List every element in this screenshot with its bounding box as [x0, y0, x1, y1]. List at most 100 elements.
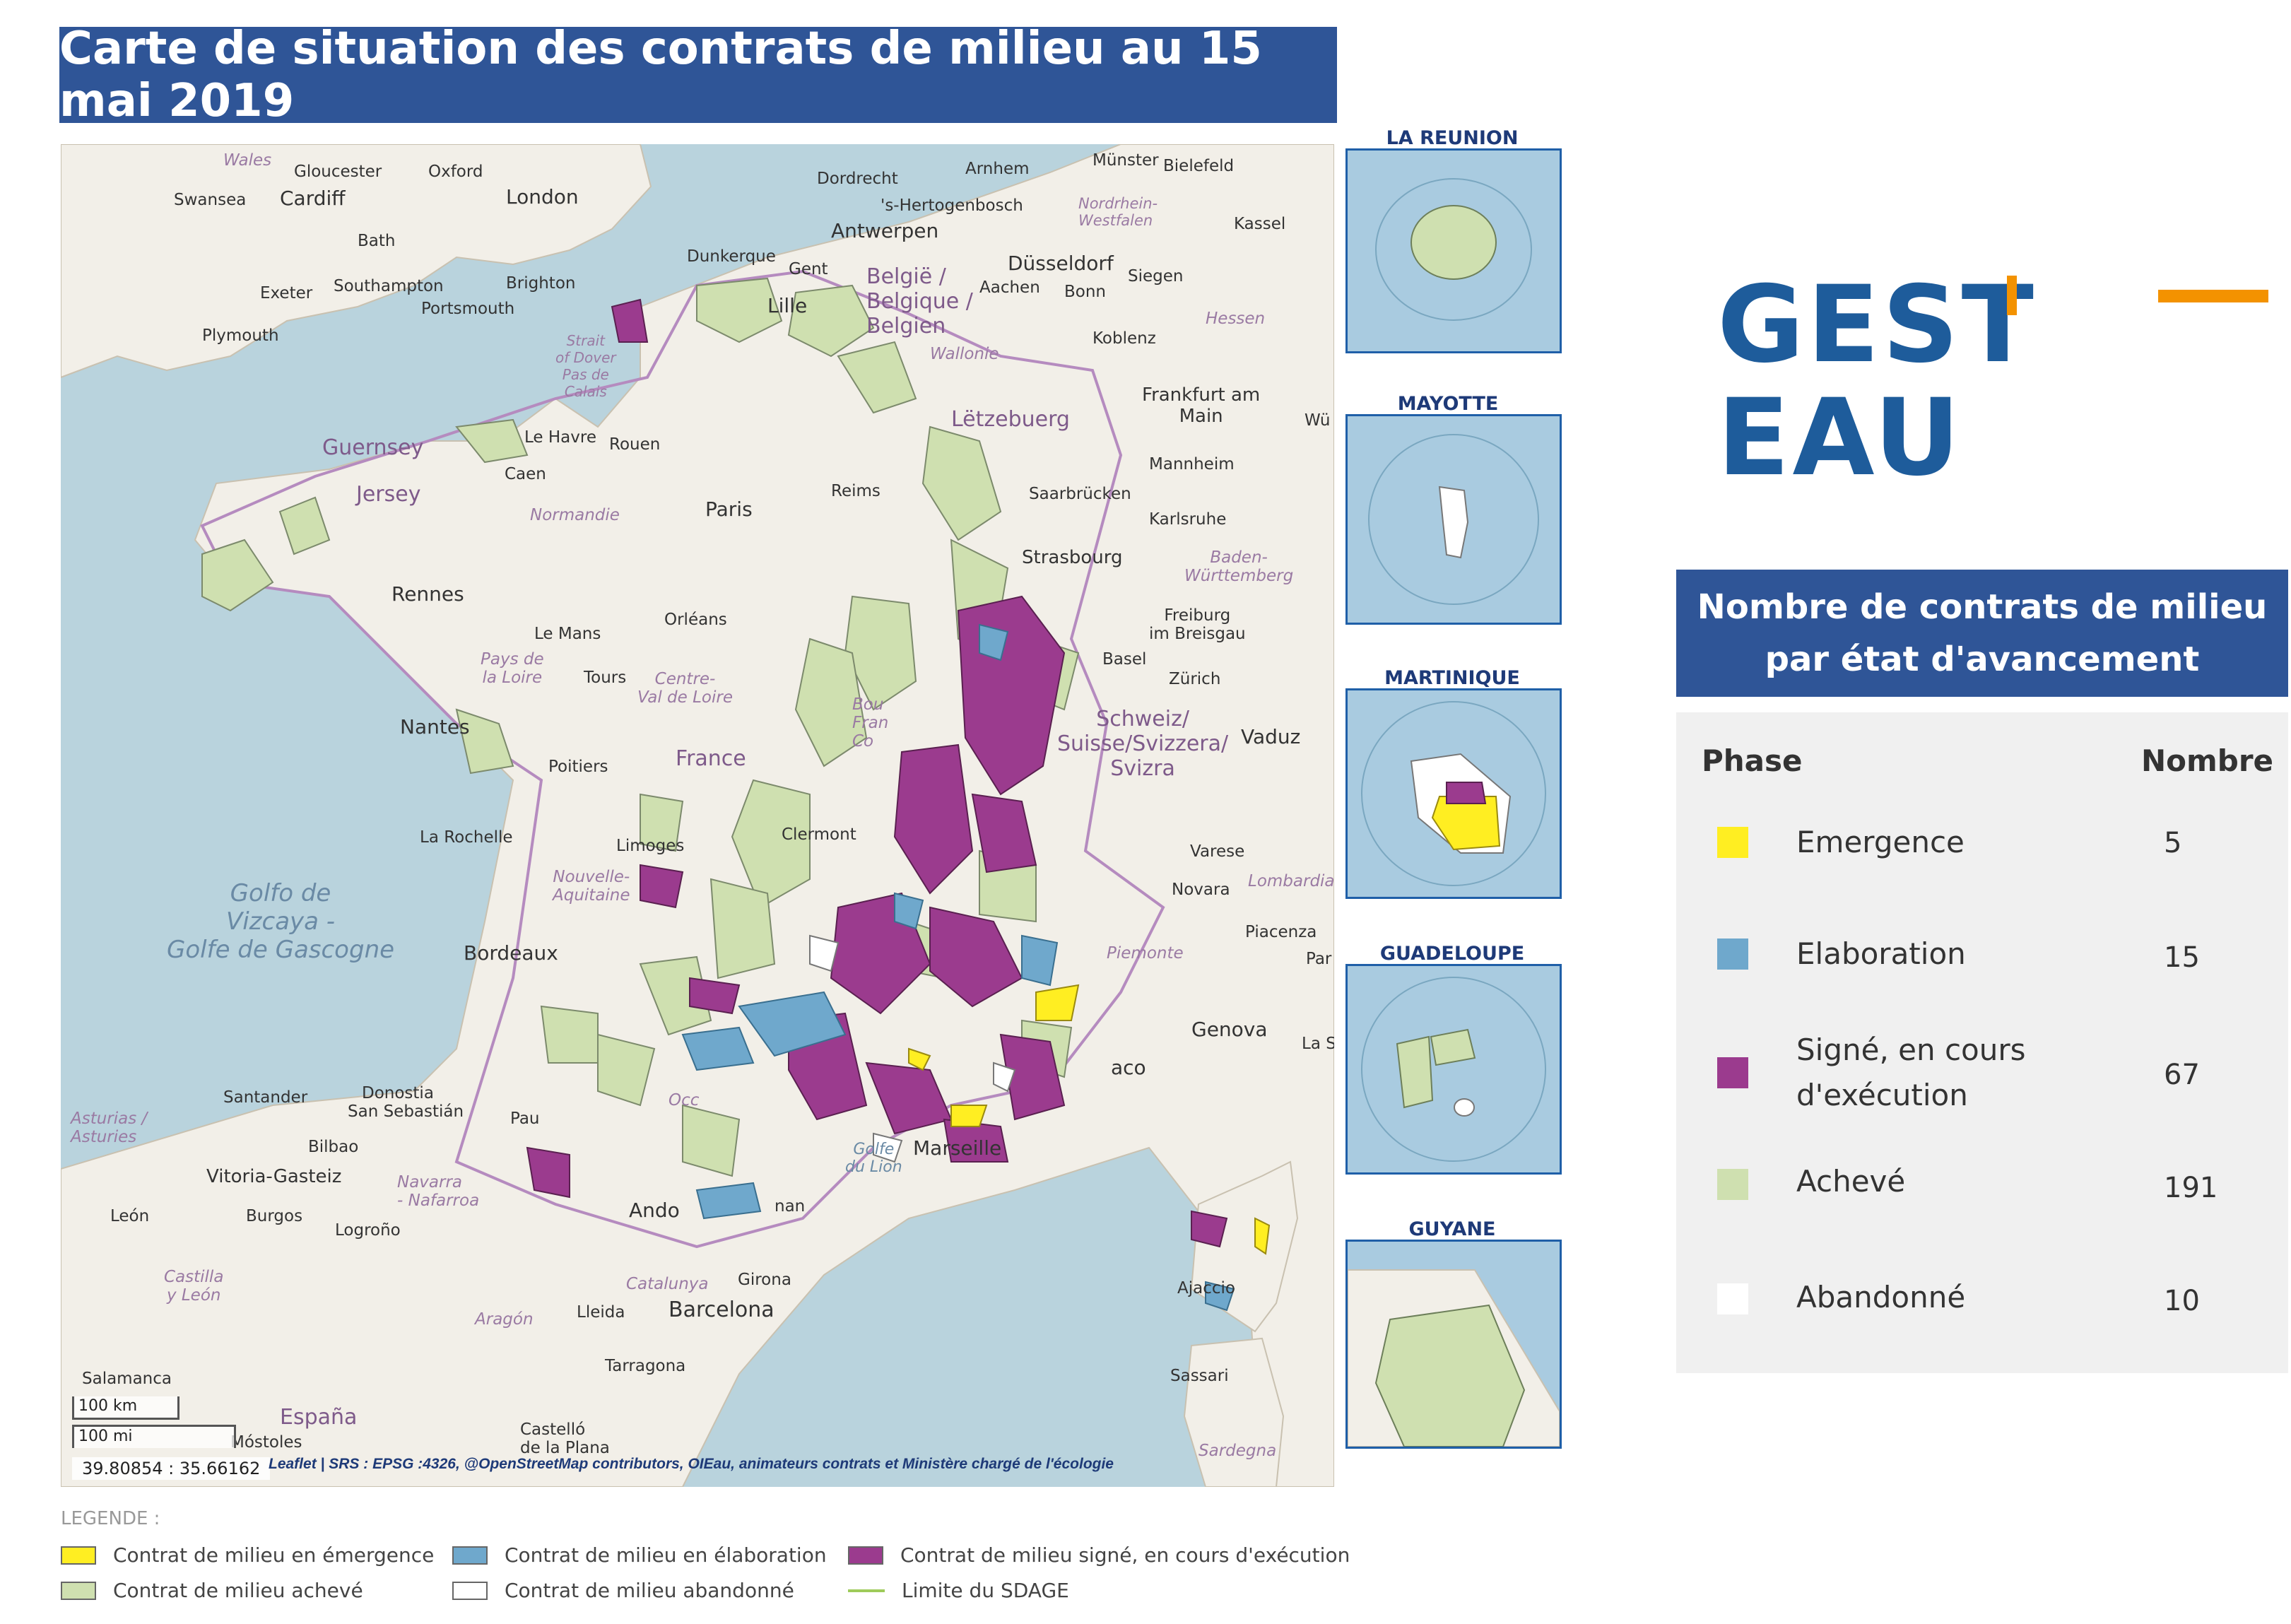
- page-title: Carte de situation des contrats de milie…: [59, 23, 1262, 127]
- place-aragon: Aragón: [475, 1310, 534, 1329]
- basins-acheve: [201, 277, 1080, 1177]
- place-girona: Girona: [738, 1271, 791, 1289]
- phase-label: Abandonné: [1796, 1280, 1966, 1314]
- place-espana: España: [280, 1405, 358, 1430]
- place-gloucester: Gloucester: [294, 163, 382, 181]
- phase-label: Signé, en cours: [1796, 1032, 2026, 1067]
- island-reunion: [1375, 178, 1532, 321]
- place-vitoria: Vitoria-Gasteiz: [206, 1166, 342, 1187]
- place-barcelona: Barcelona: [669, 1298, 775, 1322]
- place-plymouth: Plymouth: [202, 326, 279, 345]
- island-mayotte: [1368, 434, 1539, 605]
- phase-label: Emergence: [1796, 825, 1965, 859]
- legend-label: Limite du SDAGE: [902, 1579, 1069, 1602]
- place-sansebastian: San Sebastián: [348, 1102, 464, 1121]
- map-base: [61, 144, 1334, 1487]
- place-rouen: Rouen: [609, 435, 661, 454]
- legend-label: Contrat de milieu achevé: [113, 1579, 363, 1602]
- inset-title-martinique: MARTINIQUE: [1384, 667, 1520, 689]
- title-banner: Carte de situation des contrats de milie…: [59, 23, 1337, 127]
- place-oxford: Oxford: [428, 163, 483, 181]
- place-wallonie: Wallonie: [930, 345, 999, 363]
- place-asturias: Asturias / Asturies: [71, 1110, 148, 1146]
- legend-label: Contrat de milieu en élaboration: [505, 1543, 827, 1567]
- place-aachen: Aachen: [979, 278, 1040, 297]
- place-burgos: Burgos: [246, 1207, 303, 1225]
- place-rennes: Rennes: [391, 582, 464, 606]
- scale-mi: 100 mi: [72, 1425, 236, 1448]
- basins-elaboration: [681, 623, 1235, 1312]
- place-reims: Reims: [831, 482, 881, 500]
- place-bath: Bath: [358, 232, 396, 250]
- legend-item-abandonne: Contrat de milieu abandonné: [452, 1579, 794, 1602]
- place-strasbourg: Strasbourg: [1022, 547, 1123, 568]
- place-dordrecht: Dordrecht: [817, 170, 898, 188]
- place-zurich: Zürich: [1169, 670, 1221, 688]
- col-header-count: Nombre: [2141, 743, 2274, 778]
- place-siegen: Siegen: [1128, 267, 1184, 286]
- logo-accent-tick: [2007, 276, 2017, 315]
- main-map[interactable]: Wales Gloucester Oxford Swansea Cardiff …: [61, 144, 1334, 1487]
- place-letzebuerg: Lëtzebuerg: [951, 407, 1070, 432]
- coord-readout: 39.80854 : 35.66162: [72, 1457, 271, 1480]
- place-andorra: Ando: [629, 1199, 680, 1222]
- phase-count: 15: [2164, 941, 2200, 974]
- legend-swatch: [452, 1581, 488, 1600]
- phase-count: 67: [2164, 1059, 2200, 1091]
- inset-title-reunion: LA REUNION: [1386, 127, 1519, 149]
- place-sassari: Sassari: [1170, 1367, 1229, 1385]
- place-sardegna: Sardegna: [1198, 1442, 1277, 1460]
- place-navarra: Navarra - Nafarroa: [397, 1173, 480, 1210]
- place-salamanca: Salamanca: [82, 1370, 172, 1388]
- place-cardiff: Cardiff: [280, 187, 346, 210]
- col-header-phase: Phase: [1702, 743, 1803, 778]
- inset-map-guyane[interactable]: [1345, 1240, 1562, 1449]
- inset-map-mayotte[interactable]: [1345, 414, 1562, 625]
- place-castello: Castelló de la Plana: [520, 1420, 610, 1457]
- inset-title-guadeloupe: GUADELOUPE: [1379, 943, 1525, 965]
- place-clermont: Clermont: [782, 825, 856, 844]
- place-basel: Basel: [1102, 650, 1147, 669]
- place-southampton: Southampton: [334, 277, 444, 295]
- place-baden: Baden- Württemberg: [1184, 548, 1294, 585]
- place-occitanie: Occ: [669, 1091, 700, 1110]
- place-piemonte: Piemonte: [1107, 944, 1184, 963]
- place-golfo: Golfo de Vizcaya - Golfe de Gascogne: [167, 879, 395, 964]
- legend-title: LEGENDE :: [61, 1508, 160, 1529]
- place-vaduz: Vaduz: [1241, 725, 1301, 748]
- inset-map-guadeloupe[interactable]: [1345, 964, 1562, 1175]
- place-bielefeld: Bielefeld: [1163, 157, 1235, 175]
- place-laspezia: La S: [1302, 1035, 1334, 1053]
- place-bordeaux: Bordeaux: [464, 941, 558, 965]
- legend-swatch: [61, 1581, 96, 1600]
- place-frankfurt: Frankfurt am Main: [1142, 384, 1261, 427]
- inset-map-martinique[interactable]: [1345, 688, 1562, 899]
- place-genova: Genova: [1191, 1018, 1268, 1041]
- place-parma: Par: [1306, 950, 1332, 968]
- place-tours: Tours: [584, 669, 627, 687]
- place-catalunya: Catalunya: [626, 1275, 709, 1293]
- swatch-abandonne: [1717, 1283, 1748, 1314]
- place-karlsruhe: Karlsruhe: [1149, 510, 1227, 529]
- place-strait: Strait of Dover Pas de Calais: [555, 332, 616, 400]
- place-hessen: Hessen: [1206, 310, 1266, 328]
- place-pau: Pau: [510, 1110, 540, 1128]
- map-attribution: Leaflet | SRS : EPSG :4326, @OpenStreetM…: [269, 1456, 1114, 1472]
- place-exeter: Exeter: [260, 284, 313, 302]
- place-paris: Paris: [705, 498, 753, 521]
- place-nordrhein: Nordrhein- Westfalen: [1078, 195, 1158, 229]
- place-guernsey: Guernsey: [322, 435, 424, 460]
- scale-km: 100 km: [72, 1396, 179, 1420]
- place-logrono: Logroño: [335, 1221, 401, 1240]
- place-dunkerque: Dunkerque: [687, 247, 776, 266]
- place-limoges: Limoges: [616, 837, 685, 855]
- land-sardinia: [1183, 1337, 1285, 1487]
- place-arnhem: Arnhem: [965, 160, 1030, 178]
- phase-label: Achevé: [1796, 1164, 1906, 1199]
- inset-map-reunion[interactable]: [1345, 148, 1562, 353]
- island-guadeloupe: [1361, 977, 1546, 1162]
- basins-emergence: [908, 984, 1271, 1255]
- place-freiburg: Freiburg im Breisgau: [1149, 606, 1246, 643]
- phase-label: Elaboration: [1796, 936, 1966, 971]
- legend-swatch: [848, 1546, 883, 1565]
